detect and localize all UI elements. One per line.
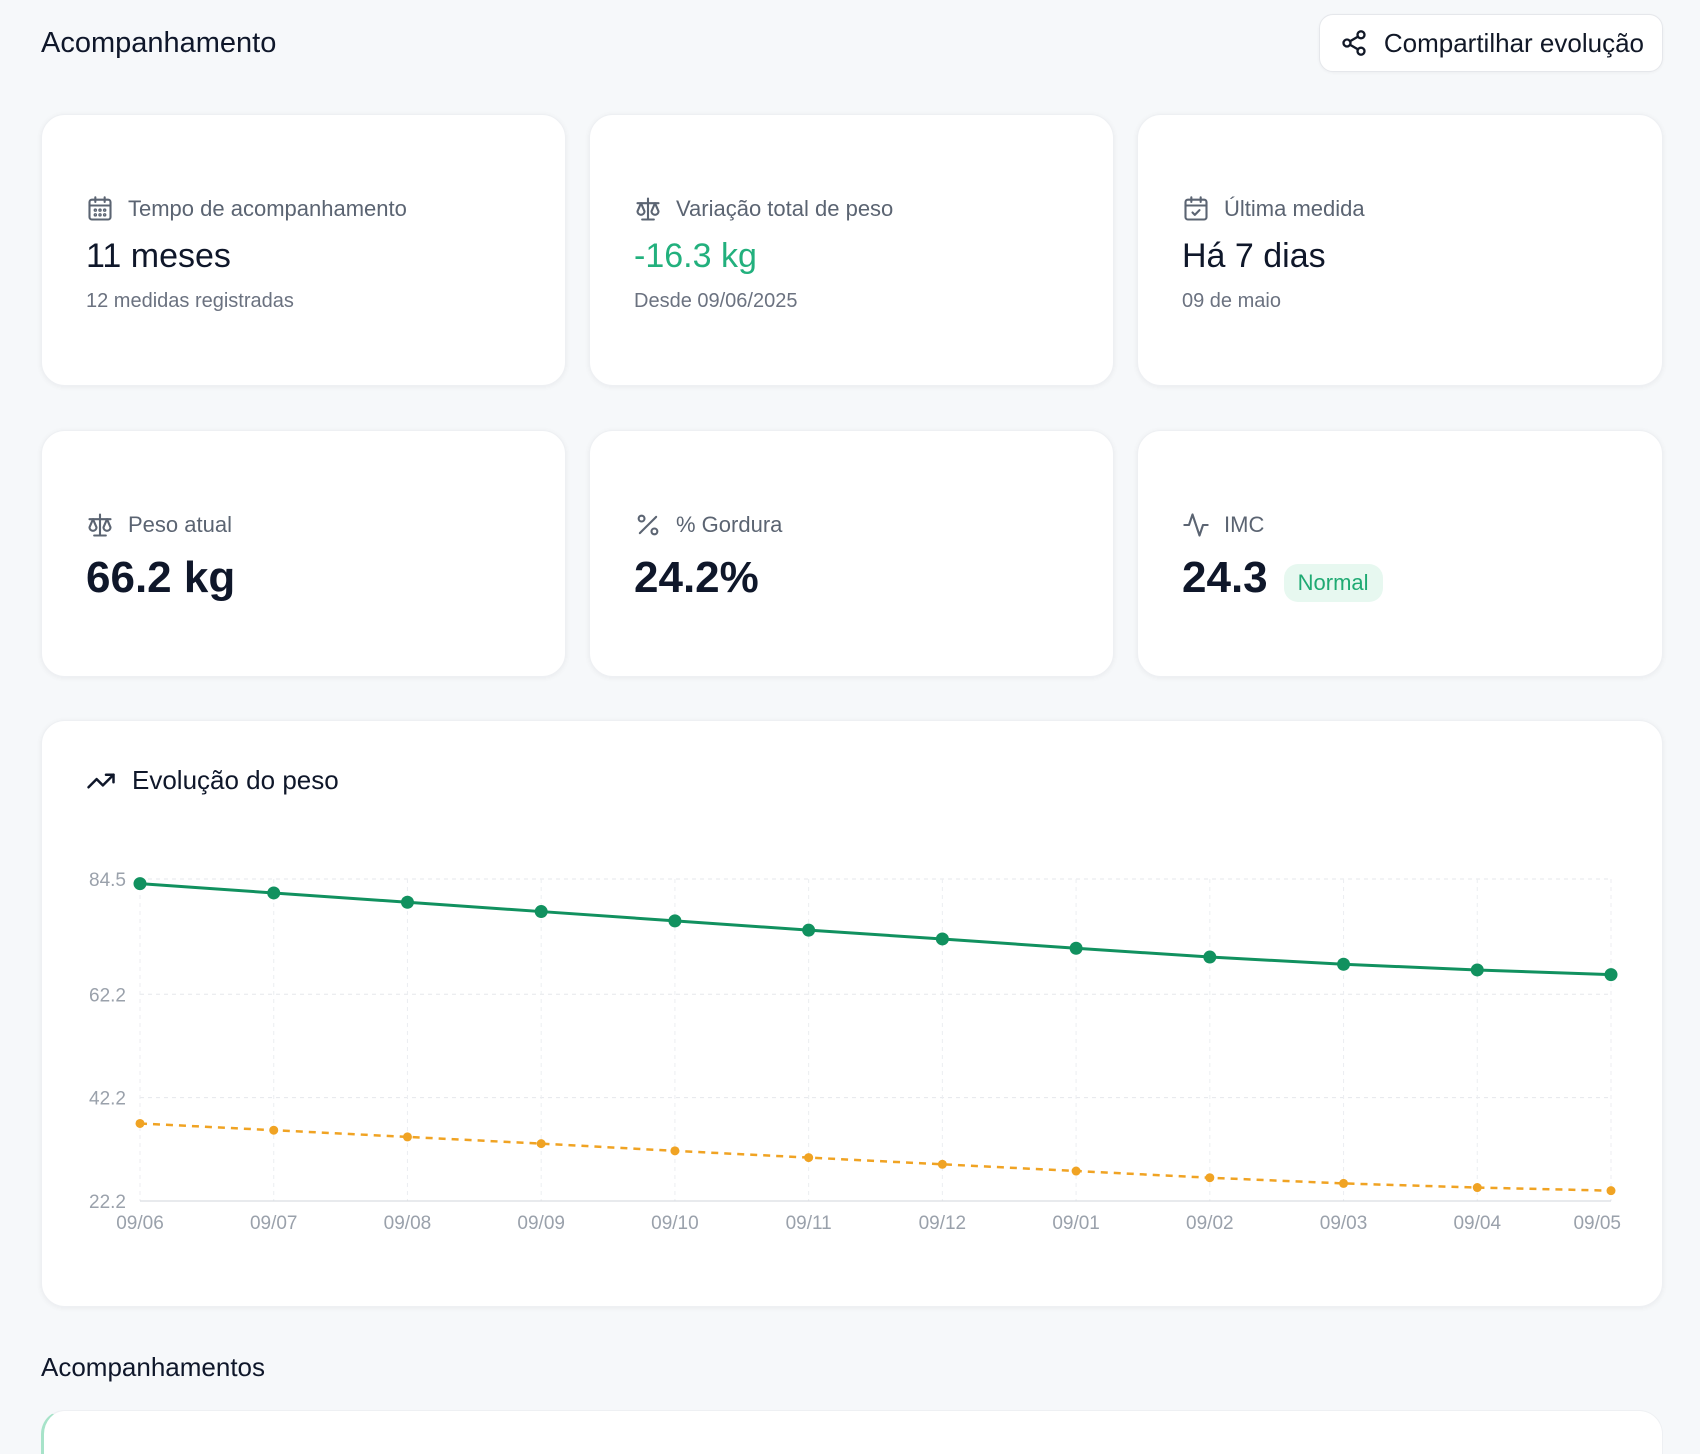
stat-value: 24.3 — [1182, 553, 1268, 602]
stat-value: Há 7 dias — [1182, 237, 1326, 275]
trending-up-icon — [87, 773, 115, 788]
y-tick-label: 22.2 — [89, 1192, 126, 1213]
x-tick-label: 09/07 — [250, 1213, 298, 1234]
x-tick-label: 09/09 — [517, 1213, 565, 1234]
data-point-1 — [1472, 1183, 1482, 1193]
share-evolution-button[interactable]: Compartilhar evolução — [1318, 14, 1663, 72]
data-point-0 — [267, 886, 281, 900]
calendar-check-icon — [1184, 196, 1208, 221]
stat-value: -16.3 kg — [634, 237, 757, 275]
data-point-1 — [1071, 1166, 1081, 1176]
x-tick-label: 09/01 — [1052, 1213, 1100, 1234]
stat-value: 66.2 kg — [86, 553, 236, 602]
scale-icon — [88, 513, 112, 537]
data-point-1 — [670, 1146, 680, 1156]
data-point-1 — [1606, 1186, 1616, 1196]
data-point-1 — [402, 1132, 412, 1142]
data-point-0 — [935, 932, 949, 946]
page-title: Acompanhamento — [41, 26, 277, 59]
x-tick-label: 09/06 — [116, 1213, 164, 1234]
weight-line-chart: 84.5 62.2 42.2 22.209/06 09/07 09/08 09/09 09/1… — [89, 870, 1621, 1234]
chart-title: Evolução do peso — [132, 765, 339, 795]
section-title: Acompanhamentos — [41, 1352, 266, 1382]
data-point-0 — [668, 914, 682, 928]
data-point-0 — [1470, 963, 1484, 977]
y-tick-label: 42.2 — [89, 1089, 126, 1110]
percent-icon — [637, 514, 659, 536]
data-point-0 — [1069, 941, 1083, 955]
stat-card-tracking-time: Tempo de acompanhamento 11 meses 12 medi… — [41, 114, 566, 386]
data-point-1 — [135, 1118, 145, 1128]
header: Acompanhamento Compartilhar evolução — [41, 14, 1663, 72]
series-line-1 — [139, 1122, 1612, 1192]
stat-label: Variação total de peso — [676, 196, 894, 221]
x-tick-label: 09/02 — [1186, 1213, 1234, 1234]
x-tick-label: 09/03 — [1320, 1213, 1368, 1234]
data-point-1 — [937, 1159, 947, 1169]
stat-value: 24.2% — [634, 553, 759, 602]
stat-sub: 09 de maio — [1182, 290, 1281, 312]
stat-card-weight-change: Variação total de peso -16.3 kg Desde 09… — [589, 114, 1114, 386]
x-tick-label: 09/05 — [1573, 1213, 1621, 1234]
stat-label: IMC — [1224, 512, 1265, 537]
calendar-icon — [88, 196, 112, 221]
stat-label: Tempo de acompanhamento — [128, 196, 407, 221]
stat-label: Peso atual — [128, 512, 232, 537]
activity-icon — [1183, 513, 1209, 537]
y-tick-label: 62.2 — [89, 985, 126, 1006]
data-point-1 — [269, 1125, 279, 1135]
data-point-0 — [133, 877, 147, 891]
x-tick-label: 09/08 — [384, 1213, 432, 1234]
status-badge: Normal — [1283, 564, 1383, 602]
data-point-1 — [1205, 1173, 1215, 1183]
stat-label: % Gordura — [676, 512, 783, 537]
data-point-1 — [536, 1139, 546, 1149]
y-tick-label: 84.5 — [89, 870, 126, 891]
data-point-0 — [1337, 957, 1351, 971]
stat-card-bmi: IMC 24.3 Normal — [1137, 430, 1663, 677]
data-point-0 — [534, 905, 548, 919]
data-point-0 — [400, 895, 414, 909]
stat-sub: 12 medidas registradas — [86, 290, 294, 312]
x-tick-label: 09/12 — [919, 1213, 967, 1234]
data-point-1 — [1339, 1178, 1349, 1188]
stat-card-body-fat: % Gordura 24.2% — [589, 430, 1114, 677]
stat-card-last-measure: Última medida Há 7 dias 09 de maio — [1137, 114, 1663, 386]
tracking-list-card — [41, 1410, 1663, 1454]
x-tick-label: 09/04 — [1453, 1213, 1501, 1234]
chart-card-weight-evolution: Evolução do peso 84.5 62.2 42.2 22.2 09/06 09… — [41, 720, 1663, 1307]
data-point-0 — [1604, 968, 1618, 982]
x-tick-label: 09/10 — [651, 1213, 699, 1234]
stat-label: Última medida — [1224, 196, 1365, 221]
stat-sub: Desde 09/06/2025 — [634, 290, 798, 312]
series-line-0 — [139, 882, 1612, 977]
data-point-0 — [1203, 950, 1217, 964]
share-icon — [1342, 30, 1366, 56]
scale-icon — [636, 197, 660, 221]
data-point-0 — [802, 923, 816, 937]
stat-value: 11 meses — [86, 237, 231, 275]
x-tick-label: 09/11 — [786, 1213, 832, 1234]
data-point-1 — [804, 1153, 814, 1163]
share-button-label: Compartilhar evolução — [1383, 27, 1644, 58]
stat-card-current-weight: Peso atual 66.2 kg — [41, 430, 566, 677]
